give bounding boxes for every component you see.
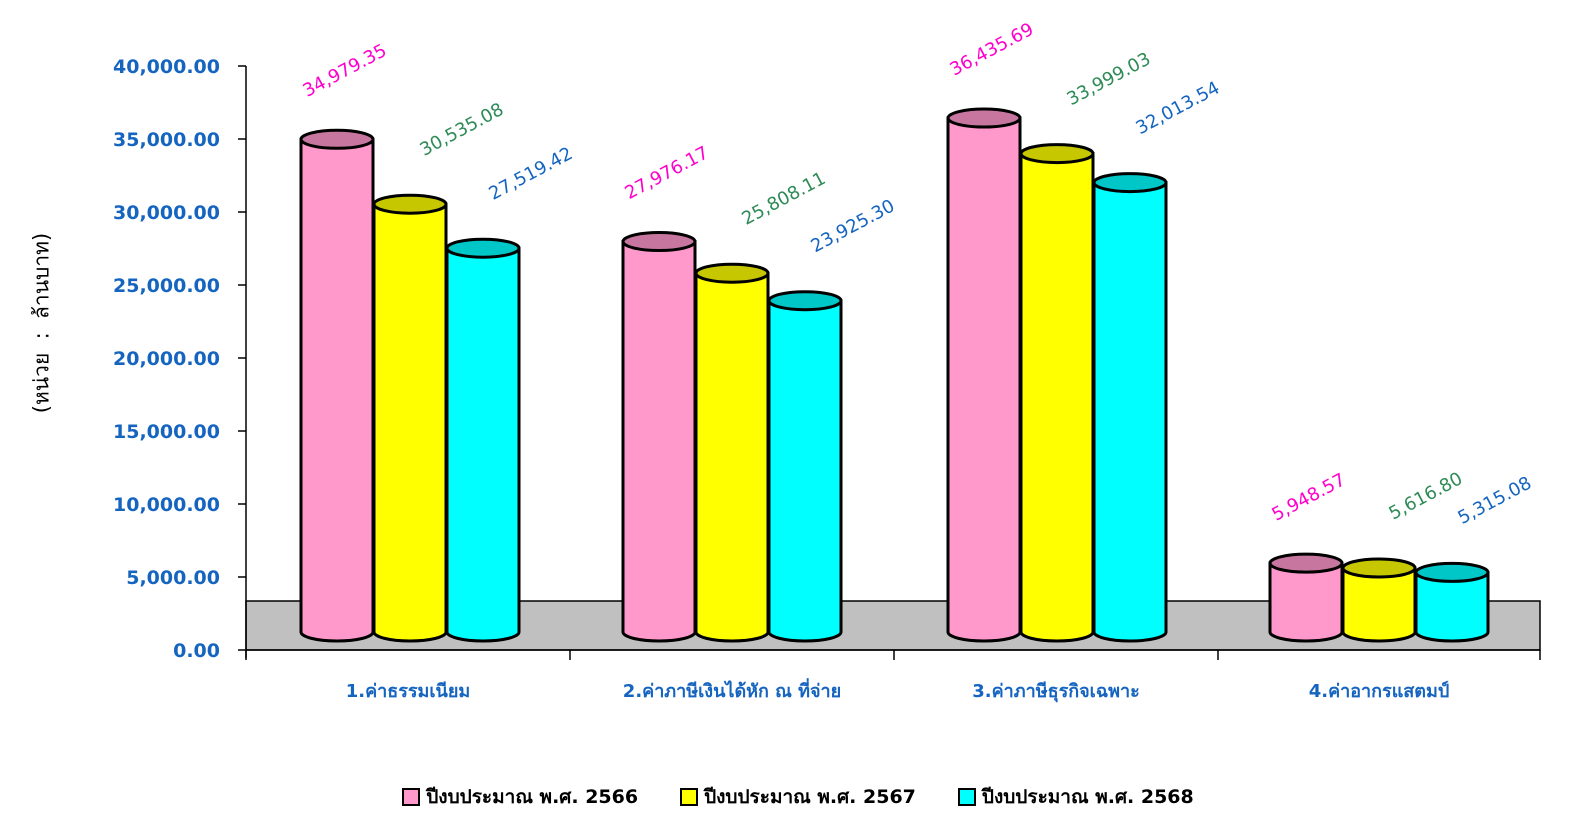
bar-cylinder-body (946, 116, 1022, 643)
bar-cylinder-body (1414, 570, 1490, 643)
bar-cylinder-top (1414, 561, 1490, 583)
legend: ปีงบประมาณ พ.ศ. 2566 ปีงบประมาณ พ.ศ. 2567… (0, 782, 1596, 812)
y-tick-label: 0.00 (173, 640, 220, 662)
y-tick-label: 5,000.00 (126, 567, 220, 589)
y-tick-label: 30,000.00 (113, 202, 220, 224)
data-label: 32,013.54 (1132, 77, 1223, 139)
legend-item: ปีงบประมาณ พ.ศ. 2566 (402, 782, 638, 812)
legend-item: ปีงบประมาณ พ.ศ. 2567 (680, 782, 916, 812)
bar-cylinder-top (1092, 172, 1168, 194)
x-category-label: 4.ค่าอากรแสตมป์ (1309, 680, 1450, 702)
legend-item: ปีงบประมาณ พ.ศ. 2568 (957, 782, 1194, 812)
bar-cylinder-top (946, 107, 1022, 129)
x-category-label: 1.ค่าธรรมเนียม (346, 681, 471, 702)
x-category-label: 2.ค่าภาษีเงินได้หัก ณ ที่จ่าย (623, 678, 841, 702)
bar-cylinder-top (694, 262, 770, 284)
bar-cylinder-body (445, 246, 521, 643)
bar-cylinder-top (1341, 557, 1417, 579)
legend-label: ปีงบประมาณ พ.ศ. 2567 (704, 786, 916, 808)
data-label: 25,808.11 (738, 168, 829, 230)
bar-cylinder-top (621, 231, 697, 253)
bar-cylinder-body (694, 271, 770, 643)
bar-cylinder-body (1092, 181, 1168, 643)
data-label: 27,976.17 (621, 142, 712, 204)
bar-cylinder-body (1341, 566, 1417, 643)
data-label: 5,616.80 (1385, 468, 1466, 524)
data-label: 34,979.35 (299, 40, 390, 102)
bar-cylinder-top (299, 128, 375, 150)
bar-cylinder-body (767, 299, 843, 643)
y-axis-title: (หน่วย : ล้านบาท) (29, 232, 54, 414)
data-label: 36,435.69 (946, 19, 1037, 81)
bar-cylinder-body (372, 202, 448, 643)
legend-label: ปีงบประมาณ พ.ศ. 2568 (981, 786, 1194, 808)
legend-label: ปีงบประมาณ พ.ศ. 2566 (426, 786, 639, 808)
data-label: 23,925.30 (807, 196, 898, 258)
data-label: 30,535.08 (416, 99, 507, 161)
data-label: 27,519.42 (485, 143, 576, 205)
y-tick-label: 35,000.00 (113, 129, 220, 151)
bar-cylinder-top (1268, 552, 1344, 574)
bar-cylinder-body (1268, 561, 1344, 643)
bar-cylinder-body (299, 137, 375, 643)
bar-cylinder-body (1019, 152, 1095, 643)
data-label: 33,999.03 (1063, 48, 1154, 110)
y-axis-title-wrap: (หน่วย : ล้านบาท) (20, 148, 64, 498)
x-category-label: 3.ค่าภาษีธุรกิจเฉพาะ (972, 681, 1140, 703)
data-label: 5,948.57 (1268, 469, 1349, 525)
y-tick-label: 15,000.00 (113, 421, 220, 443)
legend-swatch (680, 788, 699, 806)
y-tick-label: 40,000.00 (113, 56, 220, 78)
bar-cylinder-top (767, 290, 843, 312)
bar-cylinder-top (445, 237, 521, 259)
bar-cylinder-body (621, 240, 697, 643)
y-tick-label: 20,000.00 (113, 348, 220, 370)
legend-swatch (402, 788, 421, 806)
legend-swatch (957, 788, 976, 806)
bar-cylinder-top (1019, 143, 1095, 165)
data-label: 5,315.08 (1454, 473, 1535, 529)
y-tick-label: 25,000.00 (113, 275, 220, 297)
y-tick-label: 10,000.00 (113, 494, 220, 516)
bar-cylinder-top (372, 193, 448, 215)
